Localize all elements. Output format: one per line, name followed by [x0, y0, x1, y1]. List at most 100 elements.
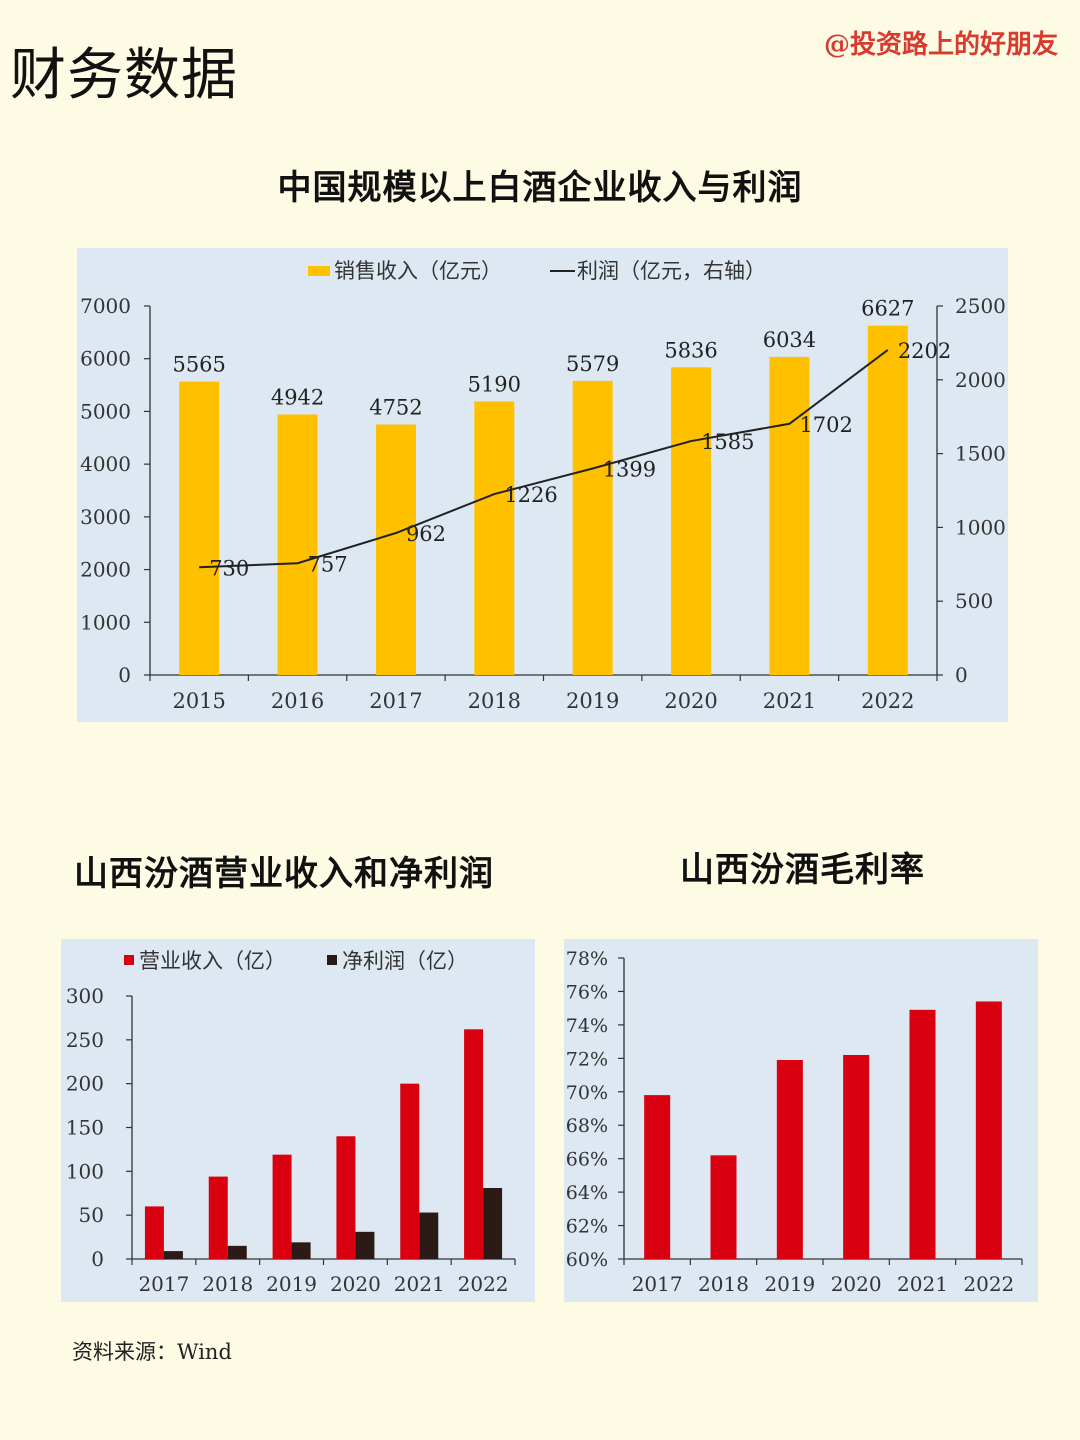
legend-revenue-swatch [124, 955, 134, 965]
gross-margin-bar [909, 1009, 936, 1259]
gross-margin-bar [644, 1095, 671, 1259]
revenue-bar [277, 414, 318, 675]
revenue-data-label: 5565 [172, 353, 225, 377]
revenue-bar [769, 356, 810, 675]
revenue-bar [400, 1083, 420, 1259]
revenue-bar [867, 325, 908, 675]
y-tick-label: 72% [566, 1048, 608, 1070]
x-tick-label: 2020 [330, 1272, 381, 1296]
x-tick-label: 2015 [172, 689, 225, 713]
y-tick-label: 4000 [80, 452, 131, 476]
legend-revenue-swatch [308, 266, 330, 276]
x-tick-label: 2017 [632, 1272, 683, 1296]
y-tick-label: 300 [66, 984, 104, 1008]
revenue-bar [464, 1029, 484, 1259]
x-tick-label: 2022 [963, 1272, 1014, 1296]
revenue-data-label: 5836 [664, 338, 717, 362]
profit-data-label: 2202 [898, 339, 951, 363]
y-tick-label: 0 [91, 1247, 104, 1271]
y-tick-label: 78% [566, 948, 608, 970]
gross-margin-bar [843, 1054, 870, 1259]
y2-tick-label: 2500 [955, 294, 1006, 318]
revenue-bar [474, 401, 515, 675]
y-tick-label: 50 [79, 1203, 104, 1227]
y2-tick-label: 2000 [955, 368, 1006, 392]
chart1-title: 中国规模以上白酒企业收入与利润 [277, 168, 803, 208]
y-tick-label: 70% [566, 1082, 608, 1104]
y-tick-label: 250 [66, 1028, 104, 1052]
profit-data-label: 1399 [603, 458, 656, 482]
profit-line [199, 349, 889, 569]
chart2-svg: 0 50 100 150 200 250 300 2017 2018 2019 2020 2021 20… [66, 949, 516, 1296]
profit-data-label: 757 [308, 552, 348, 576]
y-tick-label: 64% [566, 1182, 608, 1204]
profit-data-label: 1585 [701, 430, 754, 454]
revenue-data-label: 5190 [468, 372, 521, 396]
chart1-panel: 0 1000 2000 3000 4000 5000 6000 7000 0 500 1000 150… [77, 248, 1008, 722]
y2-tick-label: 1000 [955, 515, 1006, 539]
y-tick-label: 100 [66, 1159, 104, 1183]
x-tick-label: 2017 [138, 1272, 189, 1296]
revenue-bar [572, 380, 613, 675]
chart1-svg: 0 1000 2000 3000 4000 5000 6000 7000 0 500 1000 150… [80, 259, 1006, 713]
y-tick-label: 62% [566, 1216, 608, 1238]
y2-tick-label: 500 [955, 589, 993, 613]
x-tick-label: 2019 [566, 689, 619, 713]
net-profit-bar [163, 1251, 183, 1259]
watermark: @投资路上的好朋友 [823, 30, 1058, 60]
revenue-bar [272, 1154, 292, 1259]
x-tick-label: 2019 [266, 1272, 317, 1296]
chart2-panel: 0 50 100 150 200 250 300 2017 2018 2019 2020 2021 20… [61, 939, 535, 1302]
revenue-data-label: 5579 [566, 352, 619, 376]
gross-margin-bar [776, 1060, 803, 1259]
net-profit-bar [291, 1242, 311, 1259]
x-tick-label: 2020 [664, 689, 717, 713]
legend-net-profit-label: 净利润（亿） [342, 949, 468, 973]
y2-tick-label: 0 [955, 663, 968, 687]
net-profit-bar [483, 1187, 503, 1259]
chart3-svg: 60% 62% 64% 66% 68% 70% 72% 74% 76% 78% 2017 2018 20… [566, 948, 1023, 1296]
x-tick-label: 2022 [458, 1272, 509, 1296]
y-tick-label: 200 [66, 1072, 104, 1096]
y-tick-label: 60% [566, 1249, 608, 1271]
profit-data-label: 962 [406, 522, 446, 546]
x-tick-label: 2022 [861, 689, 914, 713]
chart3-title: 山西汾酒毛利率 [680, 850, 925, 890]
y-tick-label: 1000 [80, 610, 131, 634]
revenue-bar [671, 367, 712, 675]
legend-revenue-label: 销售收入（亿元） [334, 259, 502, 283]
revenue-bar [144, 1206, 164, 1259]
legend-revenue-label: 营业收入（亿） [139, 949, 286, 973]
y2-tick-label: 1500 [955, 442, 1006, 466]
net-profit-bar [355, 1231, 375, 1259]
x-tick-label: 2018 [202, 1272, 253, 1296]
revenue-bar [208, 1176, 228, 1259]
revenue-data-label: 4752 [369, 396, 422, 420]
y-tick-label: 7000 [80, 294, 131, 318]
revenue-data-label: 6627 [861, 297, 914, 321]
x-tick-label: 2019 [764, 1272, 815, 1296]
gross-margin-bar [975, 1001, 1002, 1259]
y-tick-label: 76% [566, 981, 608, 1003]
legend-profit-label: 利润（亿元，右轴） [577, 259, 766, 283]
y-tick-label: 5000 [80, 399, 131, 423]
y-tick-label: 74% [566, 1015, 608, 1037]
chart2-title: 山西汾酒营业收入和净利润 [74, 854, 494, 894]
x-tick-label: 2021 [763, 689, 816, 713]
revenue-bar [336, 1136, 356, 1259]
revenue-data-label: 4942 [271, 385, 324, 409]
x-tick-label: 2017 [369, 689, 422, 713]
revenue-bar [375, 424, 416, 675]
x-tick-label: 2020 [831, 1272, 882, 1296]
page-title: 财务数据 [10, 43, 238, 108]
x-tick-label: 2021 [394, 1272, 445, 1296]
x-tick-label: 2016 [271, 689, 324, 713]
y-tick-label: 150 [66, 1116, 104, 1140]
profit-data-label: 730 [209, 556, 249, 580]
revenue-data-label: 6034 [763, 328, 816, 352]
legend-net-profit-swatch [327, 955, 337, 965]
y-tick-label: 0 [118, 663, 131, 687]
x-tick-label: 2021 [897, 1272, 948, 1296]
x-tick-label: 2018 [698, 1272, 749, 1296]
profit-data-label: 1702 [799, 413, 852, 437]
